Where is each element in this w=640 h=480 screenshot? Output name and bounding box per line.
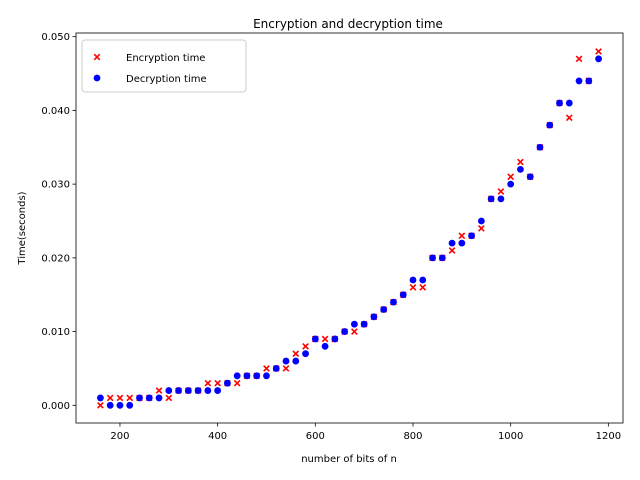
x-tick-label: 200 [110, 431, 129, 442]
legend-decryption-marker [94, 75, 101, 82]
decryption-point [390, 299, 397, 306]
decryption-point [498, 195, 505, 202]
y-tick-label: 0.010 [41, 327, 70, 338]
decryption-point [556, 100, 563, 107]
decryption-point [136, 395, 143, 402]
decryption-point [253, 372, 260, 379]
decryption-point [566, 100, 573, 107]
y-tick-label: 0.040 [41, 106, 70, 117]
decryption-point [302, 350, 309, 357]
decryption-point [527, 173, 534, 180]
x-tick-label: 800 [403, 431, 422, 442]
decryption-point [126, 402, 133, 409]
decryption-point [400, 291, 407, 298]
decryption-point [234, 372, 241, 379]
decryption-point [595, 55, 602, 62]
decryption-point [195, 387, 202, 394]
decryption-point [537, 144, 544, 151]
decryption-point [468, 232, 475, 239]
decryption-point [244, 372, 251, 379]
decryption-point [429, 254, 436, 261]
x-axis-label: number of bits of n [301, 454, 397, 465]
decryption-point [165, 387, 172, 394]
decryption-point [156, 395, 163, 402]
decryption-point [458, 240, 465, 247]
decryption-point [546, 122, 553, 129]
y-tick-label: 0.000 [41, 401, 70, 412]
decryption-point [410, 277, 417, 284]
chart-title: Encryption and decryption time [253, 17, 443, 31]
decryption-point [107, 402, 114, 409]
decryption-point [175, 387, 182, 394]
decryption-point [312, 336, 319, 343]
decryption-point [292, 358, 299, 365]
decryption-point [507, 181, 514, 188]
decryption-point [273, 365, 280, 372]
y-tick-label: 0.020 [41, 253, 70, 264]
decryption-point [380, 306, 387, 313]
y-tick-label: 0.050 [41, 32, 70, 43]
decryption-point [371, 313, 378, 320]
decryption-point [361, 321, 368, 328]
x-tick-label: 1200 [596, 431, 621, 442]
decryption-point [97, 395, 104, 402]
decryption-point [331, 336, 338, 343]
legend-label: Encryption time [126, 53, 205, 64]
decryption-point [283, 358, 290, 365]
decryption-point [263, 372, 270, 379]
legend-label: Decryption time [126, 74, 207, 85]
decryption-point [488, 195, 495, 202]
decryption-point [439, 254, 446, 261]
decryption-point [585, 78, 592, 85]
decryption-point [214, 387, 221, 394]
y-axis-label: Time(seconds) [17, 191, 28, 265]
decryption-point [204, 387, 211, 394]
decryption-point [322, 343, 329, 350]
decryption-point [351, 321, 358, 328]
legend: Encryption time Decryption time [82, 40, 246, 92]
decryption-point [117, 402, 124, 409]
y-tick-label: 0.030 [41, 180, 70, 191]
decryption-point [419, 277, 426, 284]
decryption-point [449, 240, 456, 247]
decryption-point [185, 387, 192, 394]
decryption-point [517, 166, 524, 173]
decryption-point [146, 395, 153, 402]
decryption-point [224, 380, 231, 387]
decryption-point [478, 218, 485, 225]
x-tick-label: 400 [208, 431, 227, 442]
x-tick-label: 1000 [498, 431, 523, 442]
decryption-point [341, 328, 348, 335]
x-tick-label: 600 [306, 431, 325, 442]
decryption-point [576, 78, 583, 85]
